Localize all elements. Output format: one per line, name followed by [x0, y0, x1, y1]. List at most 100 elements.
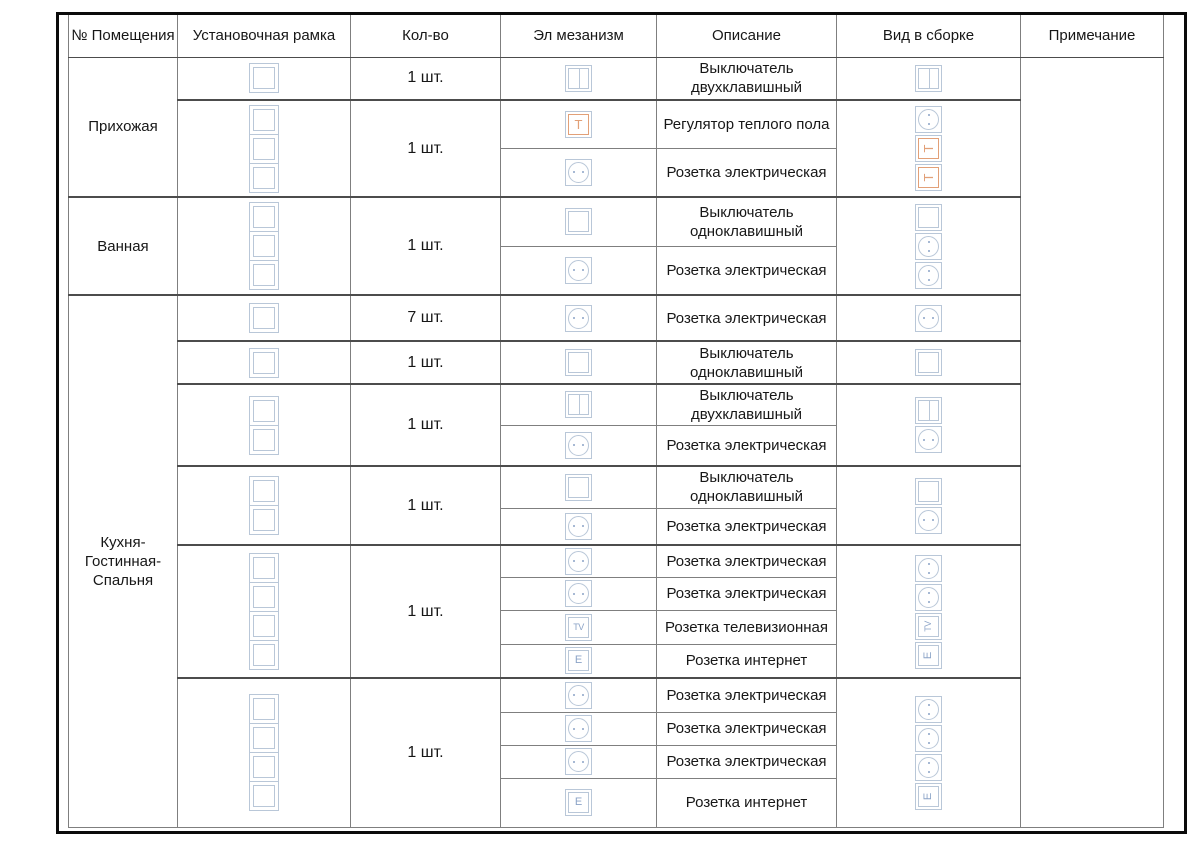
ethernet-socket-icon: E [565, 789, 592, 816]
mounting-frame-icon [249, 63, 279, 94]
col-header-quantity: Кол-во [350, 15, 501, 58]
table-row: E Розетка интернет [69, 777, 1164, 828]
mounting-frame-icon [249, 476, 279, 535]
table-row: Розетка электрическая [69, 245, 1164, 296]
table-row: TV Розетка телевизионная [69, 609, 1164, 645]
socket-icon [565, 547, 592, 575]
mounting-frame-icon [249, 104, 279, 193]
mounting-frame-icon [249, 395, 279, 455]
qty-cell: 1 шт. [350, 677, 501, 828]
mech-cell [500, 677, 657, 713]
mech-cell [500, 744, 657, 779]
socket-icon [915, 554, 942, 582]
socket-icon [565, 431, 592, 459]
assembled-cell [836, 294, 1021, 342]
description-cell: Выключатель двухклавишный [656, 383, 837, 426]
socket-icon [915, 106, 942, 133]
frame-cell [177, 294, 351, 342]
description-cell: Выключатель двухклавишный [656, 56, 837, 101]
frame-cell [177, 196, 351, 296]
assembled-cell [836, 340, 1021, 385]
qty-cell: 7 шт. [350, 294, 501, 342]
room-name: Прихожая [68, 56, 178, 198]
table-row: Кухня- Гостинная- Спальня 7 шт. Розетка … [68, 294, 1164, 828]
qty-cell: 1 шт. [350, 465, 501, 546]
mounting-frame-icon [249, 694, 279, 812]
mech-cell [500, 576, 657, 611]
table-row: 1 шт. Розетка электрическая TV E [69, 544, 1164, 679]
assembled-view: E [915, 695, 942, 810]
spec-table: № Помещения Установочная рамка Кол-во Эл… [68, 15, 1164, 828]
description-cell: Регулятор теплого пола [656, 99, 837, 149]
table-row: Розетка электрическая [69, 147, 1164, 198]
mech-cell [500, 340, 657, 385]
col-header-assembled-view: Вид в сборке [836, 15, 1021, 58]
single-switch-icon [915, 477, 942, 505]
table-row: Розетка электрическая [69, 507, 1164, 546]
mech-cell [500, 465, 657, 509]
assembled-cell: T T [836, 99, 1021, 198]
mech-cell: T [500, 99, 657, 149]
assembled-view [915, 397, 942, 453]
assembled-view [915, 64, 942, 92]
table-row: Розетка электрическая [69, 744, 1164, 779]
description-cell: Розетка интернет [656, 777, 837, 828]
socket-icon [565, 512, 592, 540]
assembled-cell [836, 383, 1021, 467]
description-cell: Розетка электрическая [656, 544, 837, 578]
double-switch-icon [915, 64, 942, 92]
socket-icon [915, 261, 942, 289]
floor-heating-thermostat-icon: T [915, 164, 942, 191]
description-cell: Розетка электрическая [656, 245, 837, 296]
socket-icon [565, 748, 592, 775]
mounting-frame-icon [249, 202, 279, 290]
assembled-view: TV E [915, 554, 942, 669]
table-row: 1 шт. Розетка электрическая E [69, 677, 1164, 828]
socket-icon [565, 158, 592, 186]
assembled-cell: TV E [836, 544, 1021, 679]
frame-cell [177, 99, 351, 198]
description-cell: Розетка электрическая [656, 576, 837, 611]
description-cell: Выключатель одноклавишный [656, 196, 837, 247]
assembled-view [915, 349, 942, 376]
floor-heating-thermostat-icon: T [915, 135, 942, 162]
socket-icon [915, 695, 942, 723]
qty-cell: 1 шт. [350, 383, 501, 467]
socket-icon [565, 580, 592, 607]
mech-cell [500, 507, 657, 546]
mech-cell: E [500, 643, 657, 679]
col-header-description: Описание [656, 15, 837, 58]
socket-icon [565, 681, 592, 709]
mech-cell: TV [500, 609, 657, 645]
mech-cell [500, 424, 657, 467]
socket-icon [915, 506, 942, 534]
table-row: Прихожая 1 шт. Выключатель двухклавишный [68, 56, 1164, 828]
qty-cell: 1 шт. [350, 196, 501, 296]
single-switch-icon [565, 349, 592, 376]
col-header-room-number: № Помещения [68, 15, 178, 58]
mech-cell [500, 196, 657, 247]
frame-cell [177, 465, 351, 546]
single-switch-icon [565, 208, 592, 236]
page-border [56, 12, 1187, 834]
ethernet-socket-icon: E [915, 782, 942, 810]
mech-cell [500, 56, 657, 101]
tv-socket-icon: TV [565, 613, 592, 641]
table-row: Розетка электрическая [69, 576, 1164, 611]
floor-heating-thermostat-icon: T [565, 110, 592, 138]
socket-icon [915, 304, 942, 332]
socket-icon [915, 232, 942, 260]
table-row: 1 шт. Выключатель одноклавишный [69, 465, 1164, 546]
table-row: 1 шт. Выключатель одноклавишный [69, 340, 1164, 385]
socket-icon [915, 426, 942, 453]
description-cell: Розетка электрическая [656, 744, 837, 779]
single-switch-icon [565, 473, 592, 501]
description-cell: Розетка телевизионная [656, 609, 837, 645]
mech-cell: E [500, 777, 657, 828]
table-row: Розетка электрическая [69, 711, 1164, 746]
socket-icon [915, 583, 942, 611]
description-cell: Выключатель одноклавишный [656, 340, 837, 385]
mech-cell [500, 383, 657, 426]
table-row: E Розетка интернет [69, 643, 1164, 679]
